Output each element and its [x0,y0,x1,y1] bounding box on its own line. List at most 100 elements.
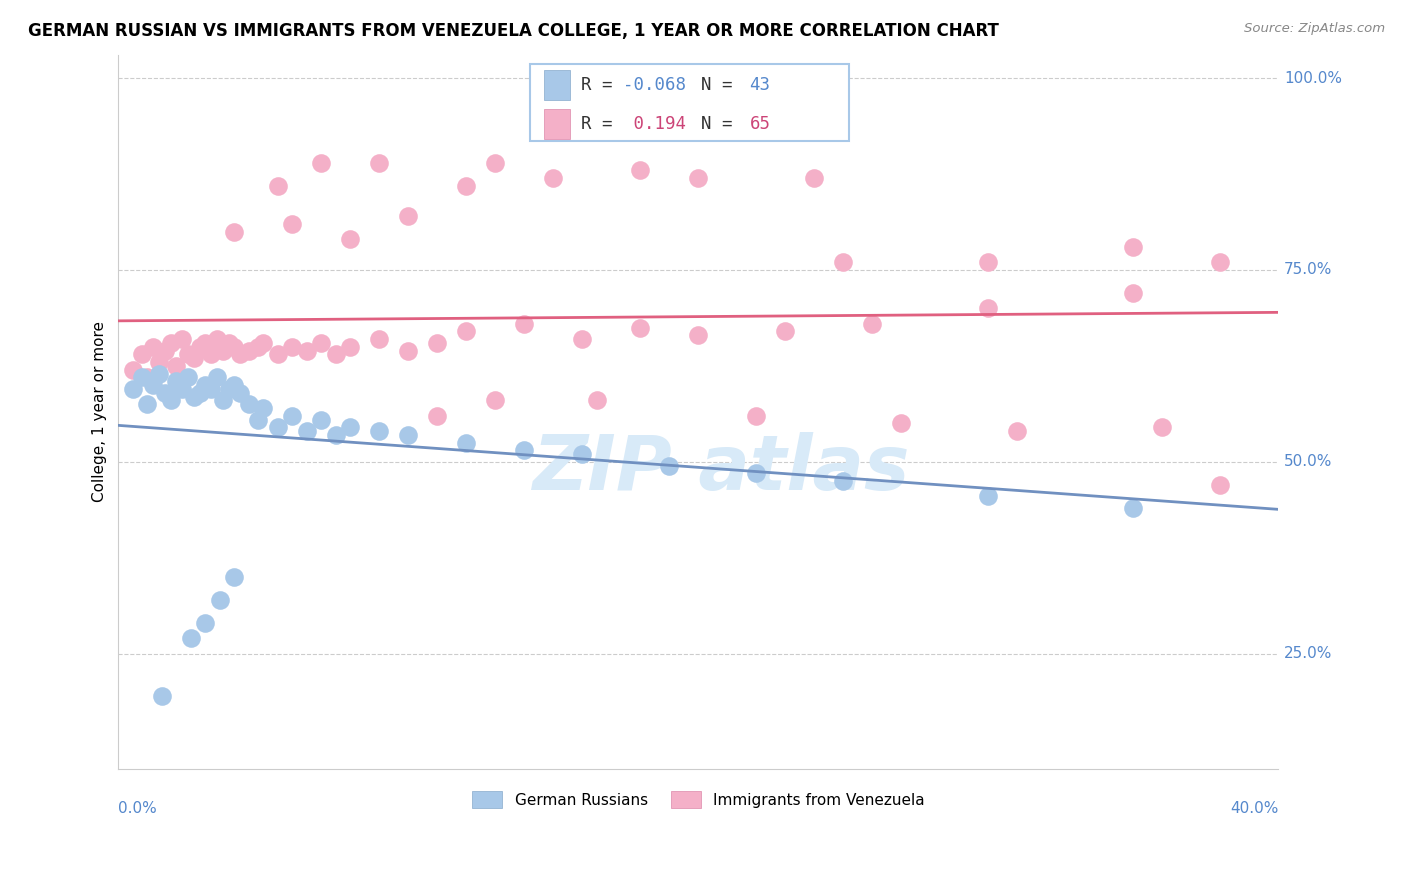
Point [224,340,246,354]
Point [136,397,159,411]
Point [194,615,217,630]
Point [1209,255,1232,269]
Point [194,335,217,350]
Point [325,428,347,442]
Point [426,335,449,350]
Point [205,332,228,346]
Point [165,374,187,388]
Point [188,385,211,400]
Text: R =: R = [581,115,623,133]
Text: 40.0%: 40.0% [1230,801,1278,816]
Point [396,209,419,223]
Point [688,170,710,185]
Point [142,378,165,392]
Point [295,343,318,358]
Point [267,347,290,361]
Point [860,317,883,331]
Point [246,340,269,354]
Point [172,332,194,346]
Point [131,370,153,384]
Point [339,340,361,354]
Point [224,570,246,584]
Point [890,417,912,431]
Point [543,170,565,185]
Point [177,370,200,384]
Point [238,343,260,358]
Point [571,332,593,346]
Point [183,390,205,404]
Text: R =: R = [581,77,623,95]
Point [396,343,419,358]
Text: 43: 43 [749,77,770,95]
Point [325,347,347,361]
Point [153,385,176,400]
Point [513,443,536,458]
Point [211,393,233,408]
Point [218,382,240,396]
Point [224,378,246,392]
Point [252,335,274,350]
Point [211,343,233,358]
Point [122,362,145,376]
Text: 0.194: 0.194 [623,115,686,133]
Text: N =: N = [681,77,742,95]
Point [229,385,252,400]
Point [183,351,205,366]
Point [188,340,211,354]
Point [200,382,222,396]
Point [368,332,391,346]
Point [148,355,170,369]
Point [177,347,200,361]
Point [339,232,361,246]
Point [803,170,825,185]
Point [977,255,1000,269]
Point [172,382,194,396]
Point [484,155,506,169]
Point [142,340,165,354]
Point [311,155,333,169]
Point [456,435,478,450]
Point [628,163,651,178]
Point [159,393,181,408]
Point [267,420,290,434]
Point [224,225,246,239]
Point [456,324,478,338]
Text: 25.0%: 25.0% [1284,646,1333,661]
Point [339,420,361,434]
Point [1122,240,1144,254]
Point [218,335,240,350]
Point [281,340,304,354]
Point [1122,500,1144,515]
Point [396,428,419,442]
Point [159,335,181,350]
Point [1209,477,1232,491]
Point [688,328,710,343]
Point [295,424,318,438]
Legend: German Russians, Immigrants from Venezuela: German Russians, Immigrants from Venezue… [465,785,931,814]
Point [628,320,651,334]
Point [136,370,159,384]
Y-axis label: College, 1 year or more: College, 1 year or more [93,321,107,502]
Point [745,467,768,481]
Bar [544,70,569,100]
Point [200,347,222,361]
Point [977,301,1000,316]
Point [745,409,768,423]
Text: -0.068: -0.068 [623,77,686,95]
Point [194,378,217,392]
Point [150,689,173,703]
Point [267,178,290,193]
Point [571,447,593,461]
Point [153,343,176,358]
Bar [544,109,569,139]
Point [1152,420,1174,434]
Point [229,347,252,361]
Point [368,155,391,169]
Point [513,317,536,331]
Point [311,412,333,426]
Point [586,393,609,408]
Text: 65: 65 [749,115,770,133]
Text: 0.0%: 0.0% [118,801,157,816]
Point [426,409,449,423]
Point [165,359,187,373]
